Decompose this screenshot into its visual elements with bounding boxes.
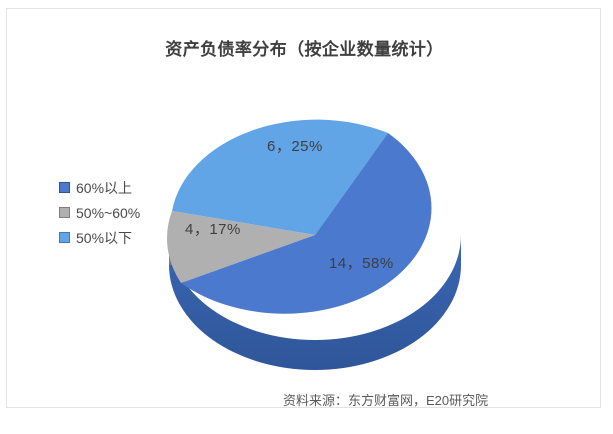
pie-slice-50-60 — [167, 211, 315, 283]
pie-slice-below-50 — [172, 119, 388, 235]
pie-slice-above-60 — [181, 133, 432, 314]
legend-item-50-60[interactable]: 50%~60% — [59, 200, 179, 225]
legend-swatch-above-60 — [59, 182, 70, 193]
legend-label-below-50: 50%以下 — [76, 229, 133, 246]
pie-label-50-60: 4，17% — [185, 221, 241, 238]
pie-label-below-50: 6，25% — [267, 138, 323, 155]
legend-item-above-60[interactable]: 60%以上 — [59, 175, 179, 200]
pie-chart-svg — [167, 119, 461, 370]
chart-frame: 资产负债率分布（按企业数量统计） 60%以上 50%~60% 50%以下 — [6, 8, 601, 408]
source-note: 资料来源：东方财富网，E20研究院 — [283, 393, 489, 408]
chart-title: 资产负债率分布（按企业数量统计） — [165, 40, 444, 59]
legend-swatch-50-60 — [59, 207, 70, 218]
legend-item-below-50[interactable]: 50%以下 — [59, 225, 179, 250]
pie-chart: 6，25% 4，17% 14，58% — [167, 87, 477, 387]
legend-label-above-60: 60%以上 — [76, 179, 133, 196]
legend-swatch-below-50 — [59, 232, 70, 243]
legend-label-50-60: 50%~60% — [76, 204, 141, 221]
pie-label-above-60: 14，58% — [329, 255, 394, 272]
pie-side-wall-above-60 — [169, 235, 461, 370]
chart-legend: 60%以上 50%~60% 50%以下 — [59, 175, 179, 250]
